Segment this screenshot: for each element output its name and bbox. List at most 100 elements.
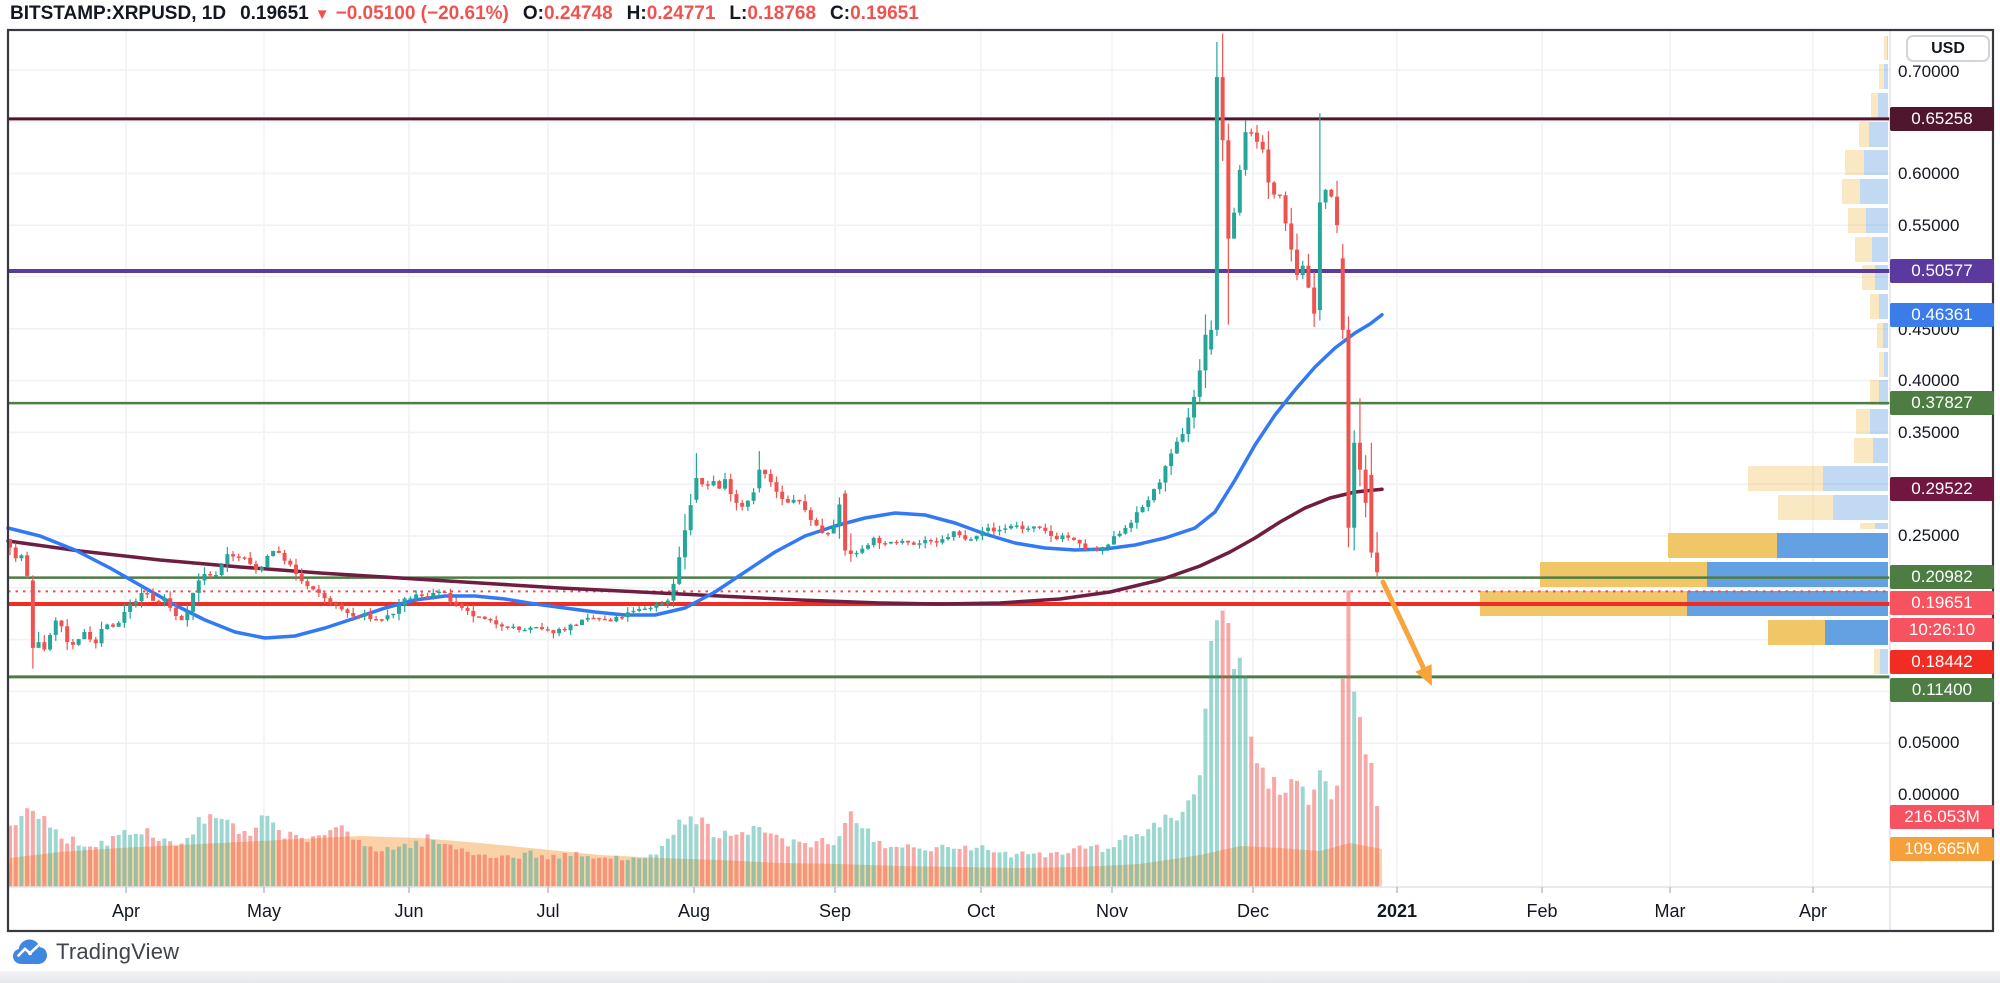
- volume-bar: [928, 851, 933, 887]
- candlestick: [1220, 77, 1225, 141]
- volume-bar: [1220, 610, 1225, 887]
- volume-bar: [717, 838, 722, 887]
- time-axis-month-label: Oct: [966, 901, 996, 921]
- volume-bar: [30, 810, 35, 887]
- candlestick: [860, 548, 865, 553]
- candlestick: [797, 499, 802, 502]
- ma-50-line[interactable]: [6, 312, 1384, 640]
- candlestick: [1049, 530, 1054, 536]
- volume-bar: [1049, 852, 1054, 887]
- candlestick: [48, 634, 53, 650]
- volume-bar: [963, 845, 968, 887]
- volume-bar: [265, 815, 270, 887]
- volume-bar: [923, 850, 928, 887]
- candlestick: [774, 482, 779, 492]
- candlestick: [1037, 526, 1042, 528]
- volume-profile-bar-yellow: [1842, 179, 1860, 204]
- candlestick: [288, 560, 293, 565]
- volume-bar: [991, 852, 996, 887]
- volume-bar: [425, 834, 430, 887]
- volume-profile-bar-blue: [1878, 93, 1888, 118]
- volume-bar: [1192, 794, 1197, 887]
- candlestick: [745, 500, 750, 507]
- volume-bar: [911, 847, 916, 887]
- symbol-interval-label[interactable]: BITSTAMP:XRPUSD, 1D: [10, 3, 227, 24]
- volume-profile-bar-yellow: [1748, 466, 1823, 491]
- volume-bar: [1089, 846, 1094, 887]
- volume-bar: [482, 854, 487, 887]
- volume-profile-bar-blue: [1887, 36, 1888, 60]
- time-axis-month-label: 2021: [1376, 901, 1418, 921]
- volume-bar: [968, 850, 973, 887]
- volume-bar: [1312, 789, 1317, 887]
- candlestick: [1249, 132, 1254, 134]
- volume-profile-bar-yellow: [1854, 438, 1873, 463]
- price-label-chip: 0.37827: [1890, 391, 1994, 415]
- volume-bar: [1106, 848, 1111, 887]
- volume-bar: [980, 845, 985, 887]
- candlestick: [299, 574, 304, 582]
- candlestick: [1312, 287, 1317, 314]
- candlestick: [1272, 182, 1277, 195]
- volume-profile-bar-blue: [1823, 466, 1888, 491]
- annotation-arrow-head: [1415, 664, 1432, 686]
- candlestick: [980, 531, 985, 536]
- volume-bar: [808, 847, 813, 887]
- low-value: 0.18768: [747, 3, 817, 24]
- volume-bar: [322, 835, 327, 887]
- volume-bar: [345, 831, 350, 887]
- volume-bar: [99, 840, 104, 887]
- volume-bar: [740, 832, 745, 887]
- volume-bar: [1031, 853, 1036, 887]
- volume-bar: [13, 825, 18, 887]
- volume-profile-bar-blue: [1872, 237, 1888, 262]
- price-label-chip: 10:26:10: [1890, 618, 1994, 642]
- volume-profile-bar-blue: [1883, 323, 1888, 348]
- annotation-arrow-line[interactable]: [1380, 579, 1426, 671]
- candlestick: [13, 547, 18, 559]
- candlestick: [1174, 441, 1179, 454]
- volume-bar: [986, 849, 991, 887]
- price-label-chip: 0.65258: [1890, 107, 1994, 131]
- candlestick: [763, 469, 768, 475]
- volume-profile-bar-yellow: [1879, 352, 1884, 377]
- candlestick: [511, 626, 516, 629]
- candlestick: [402, 598, 407, 606]
- candlestick: [419, 594, 424, 597]
- volume-bar: [894, 846, 899, 887]
- volume-bar: [396, 846, 401, 887]
- candlestick: [202, 573, 207, 581]
- tradingview-logo[interactable]: TradingView: [12, 938, 179, 965]
- volume-bar: [1323, 781, 1328, 887]
- candlestick: [894, 541, 899, 544]
- candlestick: [911, 542, 916, 545]
- volume-bar: [1317, 770, 1322, 887]
- candlestick: [551, 630, 556, 634]
- candlestick: [242, 557, 247, 559]
- volume-bar: [311, 836, 316, 887]
- candlestick: [1214, 77, 1219, 330]
- volume-profile-bar-yellow: [1848, 208, 1866, 233]
- volume-bar: [208, 814, 213, 887]
- volume-bar: [65, 843, 70, 887]
- ma-200-line[interactable]: [6, 487, 1384, 606]
- volume-bar: [1129, 836, 1134, 887]
- candlestick: [848, 550, 853, 555]
- candlestick: [866, 545, 870, 549]
- candlestick: [734, 494, 739, 503]
- candlestick: [1163, 466, 1168, 483]
- volume-bar: [888, 846, 893, 887]
- time-axis-month-label: May: [246, 901, 282, 921]
- candlestick: [1014, 525, 1019, 527]
- candlestick: [1020, 525, 1025, 530]
- candlestick: [951, 531, 956, 538]
- candlestick: [871, 537, 876, 546]
- currency-toggle-button[interactable]: USD: [1906, 35, 1990, 62]
- candlestick: [396, 605, 401, 614]
- candlestick: [934, 541, 939, 543]
- volume-bar: [562, 852, 567, 887]
- volume-bar: [631, 857, 636, 887]
- candlestick: [723, 479, 727, 489]
